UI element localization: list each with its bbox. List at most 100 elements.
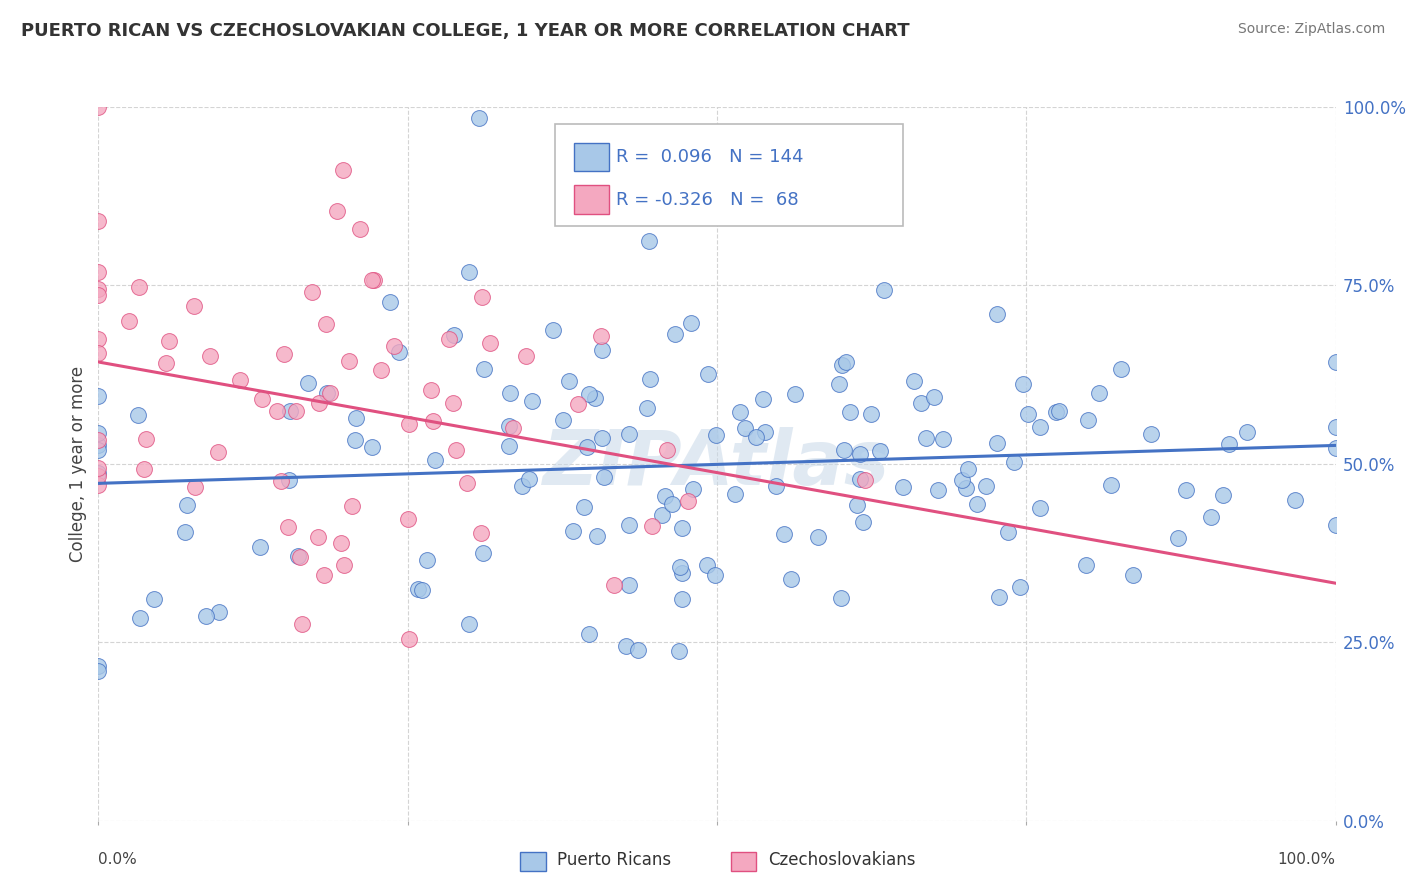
Point xyxy=(1109,361,1132,376)
Point xyxy=(472,546,495,560)
Point xyxy=(396,512,419,526)
Point xyxy=(502,421,524,435)
Point xyxy=(423,453,446,467)
Point xyxy=(914,431,936,445)
Point xyxy=(229,373,252,387)
Point xyxy=(765,479,787,493)
Point xyxy=(1017,407,1039,421)
Point xyxy=(287,549,309,563)
Point xyxy=(87,438,110,452)
Point xyxy=(441,396,464,410)
Point xyxy=(87,460,110,475)
Point xyxy=(87,346,110,360)
Point xyxy=(444,443,467,458)
Point xyxy=(668,560,690,574)
Point xyxy=(155,356,177,370)
Point xyxy=(955,481,977,495)
Y-axis label: College, 1 year or more: College, 1 year or more xyxy=(69,366,87,562)
Point xyxy=(398,417,420,431)
Point xyxy=(986,307,1008,321)
Point xyxy=(748,207,770,221)
Point xyxy=(627,643,650,657)
Point xyxy=(420,383,443,397)
Point xyxy=(541,323,564,337)
Point xyxy=(828,376,851,391)
Point xyxy=(129,610,152,624)
Point xyxy=(87,332,110,346)
Point xyxy=(561,524,583,538)
Point xyxy=(319,386,342,401)
Point xyxy=(1324,420,1347,434)
Point xyxy=(661,497,683,511)
Point xyxy=(87,288,110,302)
Point xyxy=(578,626,600,640)
Point xyxy=(270,474,292,488)
Point xyxy=(1122,568,1144,582)
Point xyxy=(922,390,945,404)
Point xyxy=(332,162,354,177)
Point xyxy=(456,475,478,490)
Point xyxy=(950,474,973,488)
Point xyxy=(728,404,751,418)
Point xyxy=(734,421,756,435)
Point xyxy=(927,483,949,497)
Point xyxy=(1324,355,1347,369)
Point xyxy=(87,466,110,480)
Point xyxy=(651,508,673,522)
Point xyxy=(853,473,876,487)
Point xyxy=(471,290,494,304)
Point xyxy=(848,447,870,461)
Point xyxy=(869,444,891,458)
Point xyxy=(1011,376,1033,391)
Point xyxy=(696,558,718,572)
Point xyxy=(297,376,319,390)
Point xyxy=(470,525,492,540)
Point xyxy=(1218,436,1240,450)
Point xyxy=(458,616,481,631)
Point xyxy=(1199,510,1222,524)
Point xyxy=(773,527,796,541)
Text: ZIPAtlas: ZIPAtlas xyxy=(543,427,891,500)
Text: R = -0.326   N =  68: R = -0.326 N = 68 xyxy=(616,191,799,209)
Point xyxy=(704,428,727,442)
Point xyxy=(422,414,444,428)
Point xyxy=(498,418,520,433)
Point xyxy=(1212,488,1234,502)
Point xyxy=(380,295,402,310)
Point xyxy=(860,407,883,421)
Point xyxy=(745,430,768,444)
Point xyxy=(312,568,335,582)
Point xyxy=(891,480,914,494)
Point xyxy=(1175,483,1198,497)
Point xyxy=(301,285,323,299)
Point xyxy=(586,529,609,543)
Point xyxy=(910,396,932,410)
Point xyxy=(515,349,537,363)
Point xyxy=(308,395,330,409)
Point xyxy=(592,470,614,484)
Point xyxy=(619,577,641,591)
Point xyxy=(754,425,776,439)
Point xyxy=(344,411,367,425)
Point xyxy=(780,573,803,587)
Point xyxy=(558,375,581,389)
Point xyxy=(411,582,433,597)
Point xyxy=(678,493,700,508)
Point xyxy=(184,479,207,493)
Point xyxy=(641,518,664,533)
Point xyxy=(87,426,110,441)
Point xyxy=(87,433,110,447)
Point xyxy=(157,334,180,348)
Point xyxy=(478,335,501,350)
Point xyxy=(315,317,337,331)
Point xyxy=(932,432,955,446)
Point xyxy=(583,392,606,406)
Point xyxy=(1236,425,1258,440)
Point xyxy=(520,394,543,409)
Point xyxy=(132,462,155,476)
Point xyxy=(974,479,997,493)
Point xyxy=(1047,404,1070,418)
Point xyxy=(437,332,460,346)
Point xyxy=(329,536,352,550)
Point xyxy=(679,316,702,330)
